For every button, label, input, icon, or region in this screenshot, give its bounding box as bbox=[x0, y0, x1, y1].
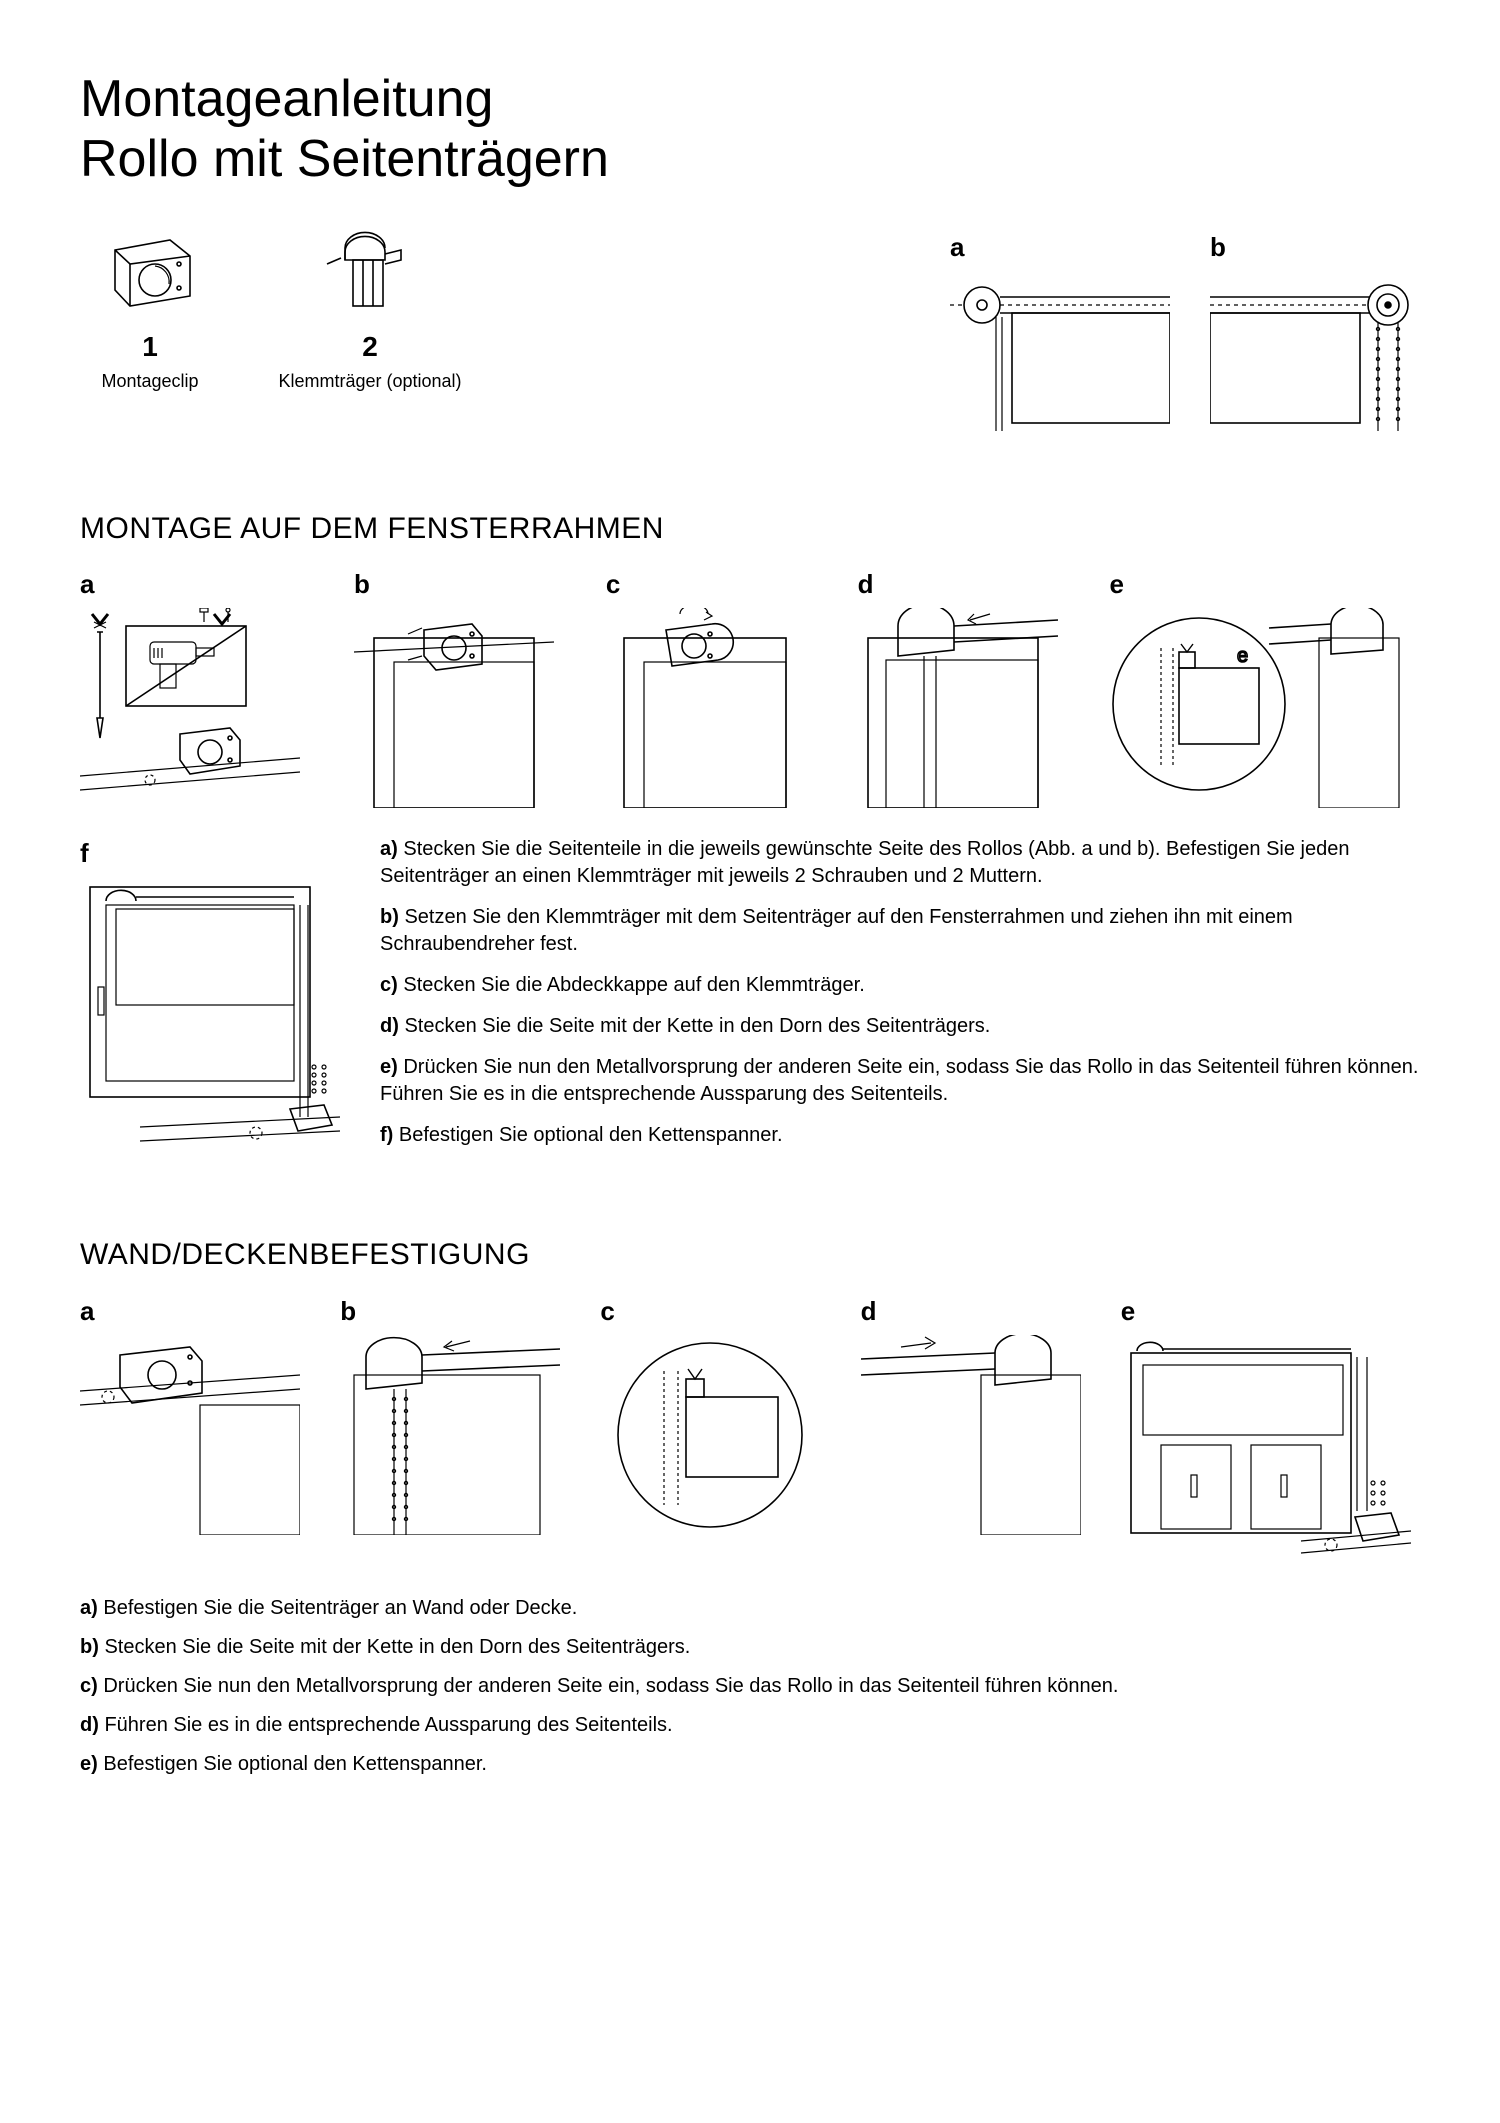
s2-step-e: e bbox=[1121, 1294, 1420, 1555]
letter-a: a bbox=[950, 230, 1170, 265]
s2-a-letter: a bbox=[80, 1294, 310, 1329]
s1-instr-d: d) Stecken Sie die Seite mit der Kette i… bbox=[380, 1013, 1420, 1040]
s1-step-c: c bbox=[606, 567, 828, 808]
finished-with-tensioner-icon bbox=[1121, 1335, 1411, 1555]
rollo-pulley-icon bbox=[1210, 271, 1420, 441]
s2-d-letter: d bbox=[861, 1294, 1091, 1329]
s1-d-letter: d bbox=[858, 567, 1080, 602]
s1-c-letter: c bbox=[606, 567, 828, 602]
s1-step-e: e e bbox=[1109, 567, 1420, 808]
section2-steps-row: a b bbox=[80, 1294, 1420, 1555]
s2-step-d: d bbox=[861, 1294, 1091, 1555]
s2-instr-c: c) Drücken Sie nun den Metallvorsprung d… bbox=[80, 1673, 1420, 1700]
s1-instr-e: e) Drücken Sie nun den Metallvorsprung d… bbox=[380, 1054, 1420, 1108]
s1-e-letter: e bbox=[1109, 567, 1420, 602]
s2-instr-d: d) Führen Sie es in die entsprechende Au… bbox=[80, 1712, 1420, 1739]
top-ab-diagrams: a b bbox=[950, 230, 1420, 449]
push-metal-pin-icon: e bbox=[1109, 608, 1409, 808]
cover-cap-icon bbox=[606, 608, 806, 808]
title-line2: Rollo mit Seitenträgern bbox=[80, 130, 609, 188]
page-title: Montageanleitung Rollo mit Seitenträgern bbox=[80, 70, 1420, 190]
s1-instr-c: c) Stecken Sie die Abdeckkappe auf den K… bbox=[380, 972, 1420, 999]
s1-instr-a: a) Stecken Sie die Seitenteile in die je… bbox=[380, 836, 1420, 890]
s2-step-c: c bbox=[600, 1294, 830, 1555]
insert-chain-side-icon bbox=[858, 608, 1058, 808]
part-2: 2 Klemmträger (optional) bbox=[270, 230, 470, 394]
s1-step-f: f bbox=[80, 836, 340, 1165]
s2-c-letter: c bbox=[600, 1294, 830, 1329]
top-diagram-b: b bbox=[1210, 230, 1420, 449]
s2-b-letter: b bbox=[340, 1294, 570, 1329]
s1-step-b: b bbox=[354, 567, 576, 808]
section2-heading: WAND/DECKENBEFESTIGUNG bbox=[80, 1235, 1420, 1276]
screwdriver-no-drill-icon bbox=[80, 608, 300, 808]
wall-mount-bracket-icon bbox=[80, 1335, 300, 1535]
insert-chain-wall-icon bbox=[340, 1335, 560, 1535]
s1-step-d: d bbox=[858, 567, 1080, 808]
part-1: 1 Montageclip bbox=[80, 230, 220, 394]
s1-instructions: a) Stecken Sie die Seitenteile in die je… bbox=[380, 836, 1420, 1165]
push-pin-detail-icon bbox=[600, 1335, 820, 1535]
title-line1: Montageanleitung bbox=[80, 70, 493, 128]
s1-instr-b: b) Setzen Sie den Klemmträger mit dem Se… bbox=[380, 904, 1420, 958]
s2-instr-b: b) Stecken Sie die Seite mit der Kette i… bbox=[80, 1634, 1420, 1661]
section1-heading: MONTAGE AUF DEM FENSTERRAHMEN bbox=[80, 509, 1420, 550]
s1-a-letter: a bbox=[80, 567, 324, 602]
section1-steps-row: a bbox=[80, 567, 1420, 808]
part-1-label: Montageclip bbox=[80, 369, 220, 393]
chain-tensioner-icon bbox=[80, 877, 340, 1157]
e-inline-label: e bbox=[1237, 645, 1248, 667]
montageclip-icon bbox=[95, 230, 205, 320]
s2-e-letter: e bbox=[1121, 1294, 1420, 1329]
letter-b: b bbox=[1210, 230, 1420, 265]
s2-instr-a: a) Befestigen Sie die Seitenträger an Wa… bbox=[80, 1595, 1420, 1622]
rollo-keyhole-icon bbox=[950, 271, 1170, 441]
s1-b-letter: b bbox=[354, 567, 576, 602]
s2-step-a: a bbox=[80, 1294, 310, 1555]
part-1-number: 1 bbox=[80, 328, 220, 366]
clamp-on-frame-icon bbox=[354, 608, 554, 808]
top-row: 1 Montageclip 2 Klemmträger (optional) a bbox=[80, 230, 1420, 449]
s1-f-letter: f bbox=[80, 836, 340, 871]
part-2-label: Klemmträger (optional) bbox=[270, 369, 470, 393]
s2-step-b: b bbox=[340, 1294, 570, 1555]
part-2-number: 2 bbox=[270, 328, 470, 366]
s1-instr-f: f) Befestigen Sie optional den Kettenspa… bbox=[380, 1122, 1420, 1149]
s2-instr-e: e) Befestigen Sie optional den Kettenspa… bbox=[80, 1751, 1420, 1778]
klemmtraeger-icon bbox=[305, 230, 435, 320]
slot-in-side-icon bbox=[861, 1335, 1081, 1535]
s2-instructions: a) Befestigen Sie die Seitenträger an Wa… bbox=[80, 1595, 1420, 1778]
top-diagram-a: a bbox=[950, 230, 1170, 449]
s1-f-and-text: f bbox=[80, 836, 1420, 1165]
s1-step-a: a bbox=[80, 567, 324, 808]
parts-list: 1 Montageclip 2 Klemmträger (optional) bbox=[80, 230, 470, 394]
